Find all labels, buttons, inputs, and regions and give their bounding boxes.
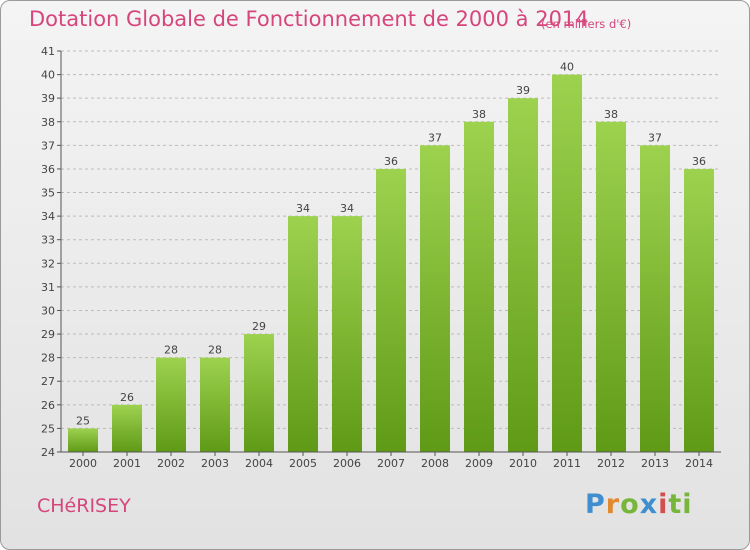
logo-letter: o bbox=[620, 489, 640, 520]
y-tick-label: 28 bbox=[41, 352, 55, 365]
bar-value-label: 34 bbox=[340, 202, 354, 215]
y-tick-label: 30 bbox=[41, 304, 55, 317]
bar-value-label: 37 bbox=[648, 131, 662, 144]
bar bbox=[552, 74, 582, 453]
bar bbox=[200, 357, 230, 452]
x-tick-label: 2005 bbox=[289, 457, 317, 470]
x-tick-label: 2004 bbox=[245, 457, 273, 470]
bar bbox=[244, 334, 274, 452]
bar bbox=[640, 145, 670, 452]
bar-value-label: 39 bbox=[516, 84, 530, 97]
bar bbox=[332, 216, 362, 452]
x-tick-label: 2009 bbox=[465, 457, 493, 470]
y-tick-label: 33 bbox=[41, 234, 55, 247]
y-tick-label: 38 bbox=[41, 116, 55, 129]
y-tick-label: 24 bbox=[41, 446, 55, 459]
y-tick-label: 29 bbox=[41, 328, 55, 341]
y-tick-label: 27 bbox=[41, 375, 55, 388]
x-tick-label: 2007 bbox=[377, 457, 405, 470]
bar bbox=[156, 357, 186, 452]
axes: 24 25 26 27 28 29 30 31 32 33 34 35 36 37 38 39 40 41 2000… bbox=[41, 45, 721, 470]
logo-letter: ti bbox=[668, 489, 693, 520]
bar-value-label: 40 bbox=[560, 61, 574, 74]
proxiti-logo[interactable]: Proxiti bbox=[585, 489, 693, 520]
x-tick-label: 2012 bbox=[597, 457, 625, 470]
bar bbox=[112, 404, 142, 452]
y-tick-label: 34 bbox=[41, 210, 55, 223]
bar-value-label: 38 bbox=[604, 108, 618, 121]
logo-letter: i bbox=[658, 489, 669, 520]
y-tick-label: 41 bbox=[41, 45, 55, 58]
bar-value-label: 28 bbox=[164, 344, 178, 357]
bar bbox=[420, 145, 450, 452]
x-tick-label: 2013 bbox=[641, 457, 669, 470]
bar bbox=[596, 121, 626, 452]
y-tick-label: 37 bbox=[41, 139, 55, 152]
x-tick-label: 2001 bbox=[113, 457, 141, 470]
logo-letter: P bbox=[585, 489, 606, 520]
data-labels: 25 26 28 28 29 34 34 36 37 38 39 40 38 37 36 bbox=[76, 61, 706, 428]
x-tick-label: 2003 bbox=[201, 457, 229, 470]
y-tick-label: 25 bbox=[41, 422, 55, 435]
x-tick-label: 2006 bbox=[333, 457, 361, 470]
bar-value-label: 25 bbox=[76, 414, 90, 427]
x-tick-label: 2011 bbox=[553, 457, 581, 470]
bar bbox=[508, 98, 538, 453]
y-tick-label: 26 bbox=[41, 399, 55, 412]
bar bbox=[684, 168, 714, 453]
bar-value-label: 36 bbox=[384, 155, 398, 168]
x-tick-label: 2000 bbox=[69, 457, 97, 470]
bar-value-label: 26 bbox=[120, 391, 134, 404]
commune-name: CHéRISEY bbox=[37, 495, 131, 517]
bar-value-label: 29 bbox=[252, 320, 266, 333]
y-tick-label: 39 bbox=[41, 92, 55, 105]
y-tick-label: 32 bbox=[41, 257, 55, 270]
y-tick-label: 35 bbox=[41, 187, 55, 200]
logo-letter: r bbox=[605, 489, 621, 520]
x-tick-label: 2008 bbox=[421, 457, 449, 470]
x-tick-label: 2002 bbox=[157, 457, 185, 470]
chart-unit: (en milliers d'€) bbox=[541, 17, 632, 31]
bar-value-label: 37 bbox=[428, 131, 442, 144]
bar-value-label: 36 bbox=[692, 155, 706, 168]
bar-value-label: 38 bbox=[472, 108, 486, 121]
bar-value-label: 34 bbox=[296, 202, 310, 215]
bar bbox=[288, 216, 318, 452]
x-tick-label: 2014 bbox=[685, 457, 713, 470]
logo-letter: x bbox=[639, 489, 659, 520]
y-tick-label: 36 bbox=[41, 163, 55, 176]
bars bbox=[68, 74, 714, 453]
x-tick-label: 2010 bbox=[509, 457, 537, 470]
y-tick-label: 31 bbox=[41, 281, 55, 294]
chart-title: Dotation Globale de Fonctionnement de 20… bbox=[29, 7, 589, 31]
bar bbox=[68, 428, 98, 452]
y-tick-label: 40 bbox=[41, 69, 55, 82]
bar bbox=[376, 168, 406, 453]
bar-value-label: 28 bbox=[208, 344, 222, 357]
bar bbox=[464, 121, 494, 452]
